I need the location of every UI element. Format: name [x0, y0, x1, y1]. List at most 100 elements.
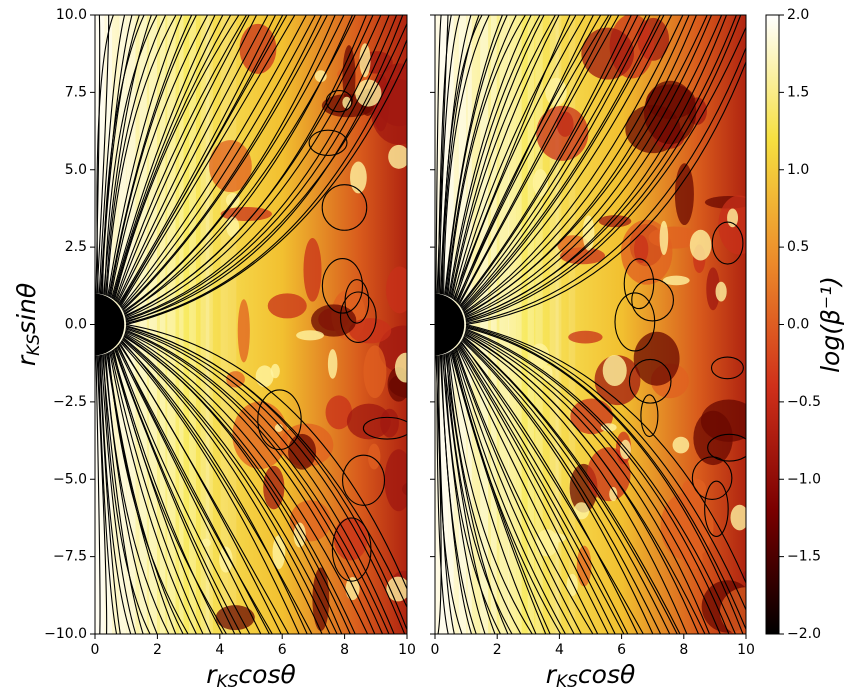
bright-blob [573, 502, 590, 520]
streamline [105, 15, 167, 296]
streamline [125, 327, 406, 634]
black-hole [95, 293, 125, 356]
light-streak [480, 15, 489, 634]
field-loop [308, 129, 348, 156]
bright-blob [350, 161, 367, 194]
streamline [460, 15, 639, 308]
streamline [124, 331, 376, 634]
streamline [461, 15, 661, 310]
streamline [123, 15, 345, 314]
light-streak [555, 15, 562, 634]
streamline [119, 15, 296, 308]
y-tick-label: 0.0 [65, 317, 87, 333]
streamline [114, 347, 242, 634]
streamline [465, 15, 737, 321]
streamline [125, 15, 390, 320]
y-tick-label: 7.5 [65, 84, 87, 100]
x-tick-label: 2 [153, 642, 162, 658]
y-tick-label: 5.0 [65, 162, 87, 178]
streamline [454, 347, 582, 634]
bright-blob [394, 352, 407, 383]
turbulent-blob [263, 465, 285, 510]
field-map [435, 15, 746, 634]
streamline [460, 341, 639, 634]
streamline [125, 325, 407, 609]
streamline [116, 15, 258, 303]
field-loop [628, 358, 672, 404]
streamline [103, 354, 151, 634]
x-tick-label: 8 [340, 642, 349, 658]
bright-blob [532, 169, 549, 197]
streamline [462, 336, 678, 634]
bright-blob [355, 79, 382, 107]
streamline [465, 15, 742, 322]
turbulent-blob [367, 443, 381, 470]
turbulent-blob [363, 345, 387, 399]
streamline [443, 354, 496, 634]
streamline [453, 348, 575, 634]
field-loop [321, 184, 368, 231]
streamline [117, 344, 273, 634]
bright-blob [715, 281, 727, 302]
field-loop [614, 292, 656, 352]
streamline [442, 354, 486, 634]
streamline [448, 352, 533, 634]
streamline [444, 353, 501, 634]
streamline [450, 351, 547, 634]
streamline [103, 15, 152, 295]
streamline [465, 323, 746, 585]
streamline [461, 339, 654, 634]
streamline [95, 355, 101, 634]
streamline [465, 25, 746, 323]
turbulent-blob [660, 492, 714, 561]
streamline [453, 15, 577, 301]
field-loop [711, 221, 744, 265]
streamline [446, 353, 513, 634]
streamline [116, 346, 262, 634]
streamline [121, 339, 313, 634]
colorbar-tick-label: −1.0 [787, 471, 821, 487]
streamline [452, 349, 566, 634]
streamline [97, 355, 118, 634]
bright-blob [226, 216, 240, 238]
streamline [110, 351, 204, 634]
streamline [461, 15, 651, 310]
light-streak [126, 15, 136, 634]
turbulent-blob [232, 401, 288, 470]
streamline [462, 15, 665, 311]
field-loop [325, 89, 353, 113]
bright-blob [201, 538, 211, 547]
turbulent-blob [312, 567, 330, 632]
light-streak [527, 15, 535, 634]
streamline [113, 15, 240, 301]
label-part: sinθ [12, 283, 41, 334]
bright-blob [662, 275, 690, 286]
light-streak [179, 15, 184, 634]
streamline [465, 328, 736, 634]
label-part: r [546, 660, 558, 689]
field-loop [362, 416, 407, 440]
label-part: r [12, 354, 41, 366]
y-tick-label: −10.0 [44, 626, 87, 642]
streamline [447, 15, 526, 297]
x-tick-label: 8 [679, 642, 688, 658]
streamline [122, 15, 328, 311]
streamline [108, 352, 189, 634]
streamline [125, 323, 407, 591]
streamline [465, 46, 746, 324]
turbulent-blob [706, 267, 720, 311]
streamline [445, 15, 508, 296]
streamline [437, 15, 452, 294]
streamline [123, 334, 351, 634]
y-axis-label: rKSsinθ [12, 283, 44, 366]
streamline [125, 328, 395, 634]
light-streak [549, 15, 559, 634]
turbulent-blob [581, 27, 634, 80]
streamline [98, 15, 126, 294]
light-streak [149, 15, 157, 634]
streamline [120, 15, 307, 309]
streamline [452, 349, 562, 634]
streamline [122, 337, 331, 634]
light-streak [189, 15, 196, 634]
bright-blob [272, 535, 286, 570]
